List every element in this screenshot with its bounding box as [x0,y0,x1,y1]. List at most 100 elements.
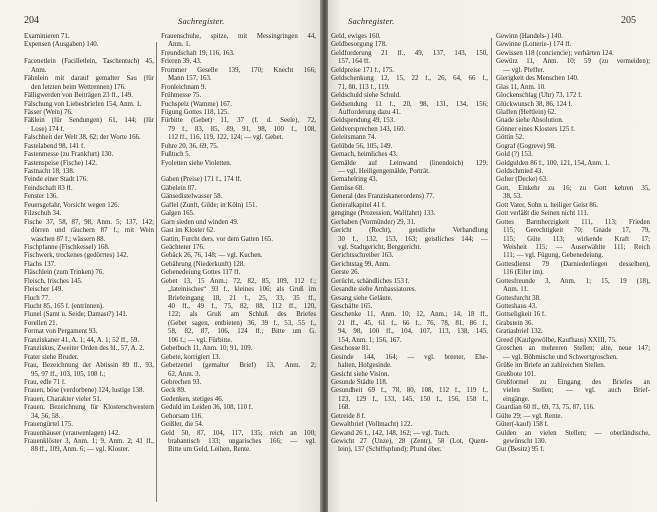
index-entry-continuation: „lateinisches“ 93 f., kleines 106; als G… [168,286,316,294]
index-entry: Geächteter 176. [161,243,205,251]
index-entry: Frau, edle 71 f. [24,378,66,386]
index-entry: Fastelabend 98, 141 f. [24,142,86,150]
index-entry-continuation: dörren und räuchern 87 f.; mit Wein [31,227,154,235]
index-entry: Groschen an mehreren Stellen; alte, neue… [496,345,650,353]
index-entry: Fuhre 20, 36, 69, 75. [161,142,219,150]
index-entry: Geduld im Leiden 36, 108, 110 f. [161,404,253,412]
index-entry: Feuersgefahr, Vorsicht wegen 126. [24,201,120,209]
index-entry: Gattin, Furcht ders. vor dem Gatten 165. [161,235,273,243]
index-entry: Gebrechen 93. [161,378,202,386]
index-entry: genginge (Prozession, Wallfahrt) 133. [331,210,436,218]
index-entry: Geleitsmann 74. [331,134,377,142]
index-entry: Gülte 29; — vgl. Rente. [496,412,563,420]
index-entry: Grußbote 101. [496,370,536,378]
index-entry: Gewürz 11, Anm. 10; 59 (zu vermeiden); [496,58,650,66]
index-entry-continuation: lein), 137 (Schiffspfund); Pfund öber. [338,446,442,454]
index-entry: Fuchspelz (Wamme) 167. [161,100,232,108]
index-entry: Gott verläßt die Seinen nicht 111. [496,210,589,218]
index-entry: Gulden an vielen Stellen; — oberländisch… [496,429,650,437]
index-entry: Fenster 136. [24,193,59,201]
index-entry: Fyoletten siehe Violetten. [161,159,232,167]
index-entry-continuation: 88 ff., 109, Anm. 6; — vgl. Kloster. [31,446,130,454]
index-entry: Gemälde auf Leinwand (linendoich) 129; [331,159,488,167]
index-entry: Gast im Kloster 62. [161,227,215,235]
index-entry: Frauenschuhe, spitze, mit Messingringen … [161,33,316,40]
index-entry-continuation: — vgl. Böhmische und Schwertgroschen. [503,353,618,361]
running-head: Sachregister. [178,16,225,26]
index-entry: Forellen 21. [24,319,58,327]
blank-line [24,50,154,58]
index-entry: Gelübde 56, 105, 149. [331,142,393,150]
index-entry: Fälschung von Liebesbriefen 154, Anm. 1. [24,100,142,108]
index-entry-continuation: Mann 157, 163. [168,75,212,83]
index-entry-continuation: 40 ff., 49 f., 75, 82, 88, 112 ff., 120, [168,303,316,310]
index-entry: Format von Pergament 93. [24,328,98,336]
index-entry-continuation: den letzten beim Wettrennen) 176. [31,83,126,91]
index-entry-continuation: 111; — vgl. Fügung, Gebenedeiung. [503,252,604,260]
index-entry: Geldspendung 49, 153. [331,117,395,125]
index-entry: Guardian 60 ff., 69, 73, 75, 87, 116. [496,404,595,412]
index-entry-continuation: 157, 164 ff. [338,58,371,66]
book-gutter [320,0,329,512]
index-entry-continuation: Lose) 174 f. [31,125,65,133]
index-entry: Fische 37, 58, 87, 98, Anm. 5; 137, 142; [24,218,154,226]
index-entry: Geldforderung 21 ff., 49, 137, 143, 150, [331,49,488,57]
index-entry: Gott, Einkehr zu 16; zu Gott kehren 35, [496,184,650,192]
index-entry: Gebährung (Niederkunft) 128. [161,260,245,268]
index-entry: Gebetbuch 11, Anm. 10; 91, 109. [161,345,253,353]
index-entry: Gerücht, schändliches 153 f. [331,277,410,285]
index-entry-continuation: Bitte um Geld, Leihen, Rente. [168,446,251,454]
index-entry: Gewicht 27 (Unze), 28 (Zentr), 58 (Lot, … [331,438,488,445]
index-entry-continuation: 38, 53. [503,193,522,201]
index-entry-continuation: 168. [338,404,351,412]
index-entry: Frauen, Bezeichnung für Klosterschwester… [24,404,154,412]
index-entry-continuation: 112 ff., 116, 119, 122, 124; — vgl. Gebe… [168,134,284,142]
index-entry: Gedenken, stetiges 46. [161,395,224,403]
index-entry: Grüße im Briefe an zahlreichen Stellen. [496,362,606,370]
index-entry: Flachs 137. [24,260,56,268]
index-entry: Fügung Gottes 118, 125. [161,108,230,116]
page-number: 205 [621,15,636,26]
index-entry: Gut (Besitz) 95 f. [496,446,545,454]
index-entry: Göttin 52. [496,134,524,142]
index-entry-continuation: waschen 87 f.; wässern 88. [31,235,106,243]
index-entry: Fleisch, frisches 145. [24,277,83,285]
index-entry: Gott Vater, Sohn u. heiliger Geist 86. [496,201,598,209]
index-entry-continuation: 34, 56, 58. [31,412,61,420]
index-entry: General (des Franziskanerordens) 77. [331,193,435,201]
index-entry: Frater siehe Bruder. [24,353,79,361]
index-entry-continuation: Anm. 1. [168,41,191,49]
index-entry: Grabstein 36. [496,319,534,327]
index-entry: Gaben (Preise) 171 f., 174 ff. [161,176,242,184]
index-entry-continuation: 123, 129 f., 133, 145, 150 f., 156, 158 … [338,395,488,403]
index-entry: Gottesfreunde 3, Anm. 1; 15, 19 (18), [496,277,650,285]
index-entry: Falschheit der Welt 38, 62; der Worte 16… [24,134,141,142]
index-entry-continuation: vgl. Stadtgericht, Berggericht. [338,243,422,251]
index-entry: Gesundheit 69 f., 78, 80, 108, 112 f., 1… [331,387,488,395]
index-entry-continuation: 122; als Gruß am Schluß des Briefes [168,311,316,319]
index-entry: Gänsedistelwasser 58. [161,193,223,201]
index-entry: Getreide 8 f. [331,412,366,420]
index-entry: Glaffen (Heftlein) 62. [496,108,557,116]
index-entry: Güter(-kauf) 158 f. [496,421,549,429]
index-entry: Fluch 77. [24,294,51,302]
index-entry: Frauenklöster 3, Anm. 1; 9, Anm. 2; 41 f… [24,438,154,445]
index-entry: Gönner eines Klosters 125 f. [496,125,576,133]
index-entry: Frommer Geselle 139, 170; Knecht 166; [161,66,316,74]
index-entry: Frauen, Charakter vieler 51. [24,395,102,403]
index-entry: Geld 50, 87, 104, 117, 135; reich an 100… [161,429,316,437]
index-entry: Feindschaft 83 ff. [24,184,73,192]
index-entry: Glas 11, Anm. 10. [496,83,546,91]
index-entry-continuation: 71, 80, 113 f., 119. [338,83,390,91]
index-entry: Gesandte siehe Ambassiatores. [331,286,417,294]
index-entry: Gesunde Städte 118. [331,378,388,386]
index-entry-continuation: Aufforderung dazu 41. [338,108,401,116]
index-entry: Generalkapitel 41 f. [331,201,386,209]
index-entry: Gesinde 144, 164; — vgl. breeter, Ehe- [331,353,488,361]
index-entry: Gemüse 68. [331,184,364,192]
index-entry: Gewinn (Handels-) 140. [496,33,563,40]
page-number: 204 [24,15,39,26]
index-entry: Fässer (Wein) 76. [24,108,73,116]
index-entry: Geld, ewiges 160. [331,33,381,40]
index-entry: Fastenmesse (zu Frankfurt) 130. [24,151,114,159]
